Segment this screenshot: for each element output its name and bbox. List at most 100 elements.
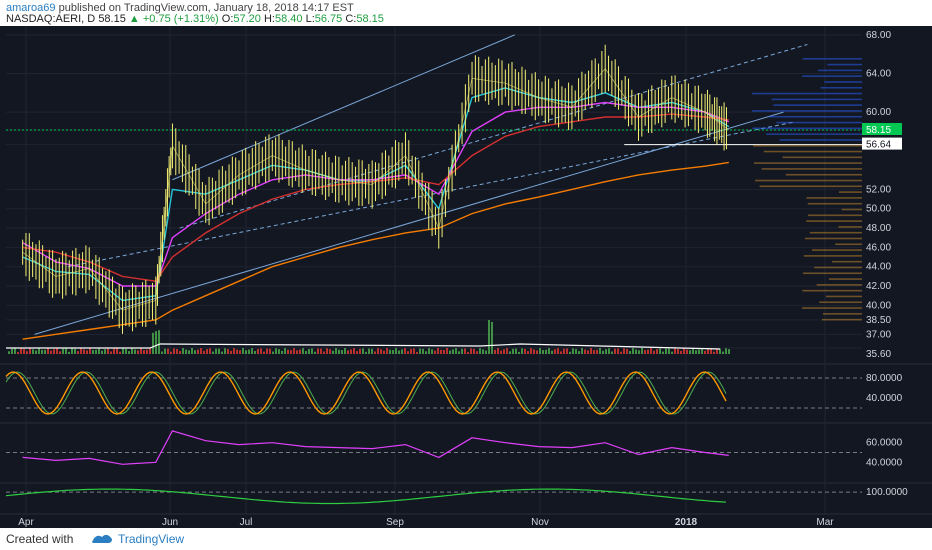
volume-bar: [209, 348, 211, 354]
volume-profile-bar: [808, 214, 862, 217]
volume-bar: [455, 348, 457, 354]
volume-bar: [392, 349, 394, 354]
volume-bar: [86, 350, 88, 354]
volume-bar: [632, 348, 634, 354]
volume-bar: [344, 348, 346, 354]
volume-bar: [350, 349, 352, 354]
volume-bar: [509, 351, 511, 354]
rsi-tick-label: 60.0000: [866, 438, 903, 449]
volume-bar: [26, 351, 28, 354]
volume-bar: [293, 348, 295, 354]
volume-bar: [185, 349, 187, 354]
low-value: 56.75: [314, 13, 343, 25]
volume-bar: [188, 350, 190, 354]
volume-bar: [425, 351, 427, 354]
volume-bar: [95, 349, 97, 354]
volume-profile-bar: [820, 86, 862, 89]
volume-bar: [377, 348, 379, 354]
volume-bar: [605, 349, 607, 354]
volume-bar: [89, 348, 91, 354]
volume-profile-bar: [835, 243, 862, 246]
volume-bar: [179, 350, 181, 354]
volume-bar: [563, 348, 565, 354]
volume-bar: [53, 349, 55, 354]
volume-bar: [59, 351, 61, 354]
volume-bar: [593, 350, 595, 354]
volume-profile-bar: [782, 156, 862, 159]
volume-bar: [128, 351, 130, 354]
volume-bar: [587, 350, 589, 354]
volume-profile-bar: [759, 185, 862, 188]
last-price: 58.15: [98, 13, 126, 25]
volume-profile-bar: [773, 104, 862, 106]
volume-profile-bar: [752, 92, 862, 95]
volume-profile-bar: [785, 173, 862, 176]
tradingview-logo-icon[interactable]: [90, 531, 114, 545]
volume-bar: [695, 350, 697, 354]
chart-area[interactable]: 68.00 64.00 60.00 58.15 56.64 52.00 50.00 48.00…: [0, 26, 932, 528]
volume-bar: [407, 351, 409, 354]
footer: Created with TradingView: [0, 528, 932, 550]
volume-bar: [446, 348, 448, 354]
price-tick-label: 38.50: [866, 315, 891, 326]
tradingview-brand[interactable]: TradingView: [118, 532, 185, 546]
volume-bar: [98, 348, 100, 354]
volume-bar: [101, 350, 103, 354]
volume-profile-bar: [832, 260, 862, 263]
volume-bar: [689, 350, 691, 354]
chart-svg[interactable]: 68.00 64.00 60.00 58.15 56.64 52.00 50.00 48.00…: [0, 26, 932, 528]
created-with-text: Created with: [6, 532, 74, 546]
volume-bar: [674, 348, 676, 354]
volume-bar: [191, 348, 193, 354]
volume-bar: [440, 349, 442, 354]
volume-bar: [308, 348, 310, 354]
volume-bar: [518, 351, 520, 354]
stochastic-tick-label: 40.0000: [866, 393, 903, 404]
volume-bar: [221, 351, 223, 354]
volume-bar: [149, 348, 151, 354]
up-arrow-icon: ▲: [128, 13, 140, 25]
volume-bar: [47, 348, 49, 354]
volume-bar: [584, 349, 586, 354]
low-label: L:: [305, 13, 315, 25]
volume-profile-bar: [803, 255, 862, 257]
volume-bar: [365, 351, 367, 354]
price-tick-label: 46.00: [866, 242, 891, 253]
volume-profile-bar: [776, 121, 862, 124]
volume-bar: [383, 350, 385, 354]
volume-bar: [215, 348, 217, 354]
volume-bar: [578, 351, 580, 354]
volume-bar: [656, 349, 658, 354]
author-link[interactable]: amaroa69: [6, 2, 56, 14]
x-tick-label: Jul: [240, 517, 253, 528]
volume-average-line: [6, 343, 721, 350]
volume-bar: [140, 348, 142, 354]
volume-bar: [296, 350, 298, 354]
volume-profile-bar: [827, 63, 862, 66]
volume-bar: [611, 351, 613, 354]
volume-profile-bar: [809, 231, 862, 234]
volume-bar: [503, 349, 505, 354]
volume-profile-bar: [802, 75, 862, 77]
price-tick-label: 64.00: [866, 68, 891, 79]
volume-bar: [416, 351, 418, 354]
volume-bar: [338, 349, 340, 354]
volume-profile-bar: [817, 69, 862, 72]
volume-bar: [245, 350, 247, 354]
volume-bar: [464, 348, 466, 354]
volume-bar: [263, 351, 265, 354]
volume-bar: [371, 348, 373, 354]
volume-profile-bar: [814, 266, 862, 269]
volume-bar: [323, 351, 325, 354]
x-tick-label: Jun: [162, 517, 178, 528]
support-price-tag: [862, 137, 902, 150]
volume-bar: [332, 350, 334, 354]
volume-bar: [110, 351, 112, 354]
volume-bar: [620, 351, 622, 354]
volume-bar: [389, 349, 391, 354]
volume-profile-bar: [771, 98, 862, 101]
stochastic-tick-label: 80.0000: [866, 373, 903, 384]
volume-bar: [302, 348, 304, 354]
volume-bar: [635, 349, 637, 354]
volume-profile-bar: [825, 295, 862, 298]
